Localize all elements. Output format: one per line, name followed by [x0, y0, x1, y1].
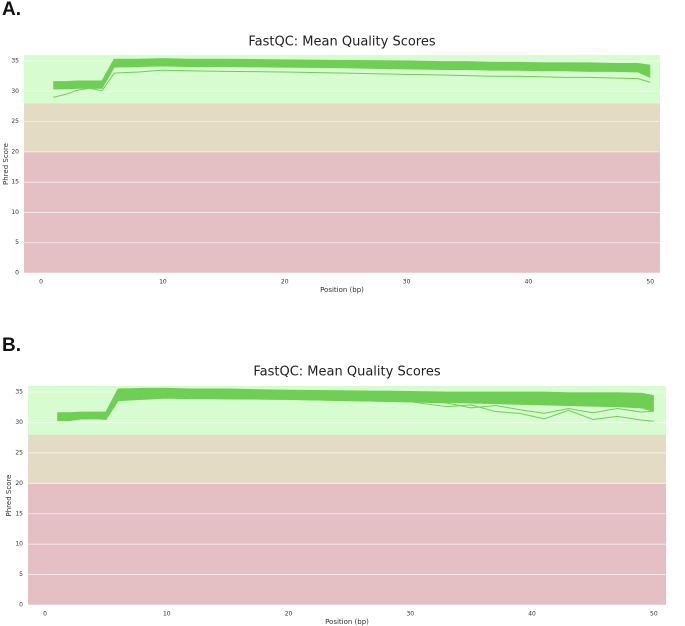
x-axis-label: Position (bp): [325, 618, 369, 626]
x-tick-label: 50: [646, 279, 654, 286]
quality-zone: [24, 103, 660, 152]
x-tick-label: 40: [528, 611, 536, 618]
x-tick-label: 20: [285, 611, 293, 618]
y-tick-label: 5: [19, 571, 23, 578]
y-tick-label: 30: [11, 88, 19, 95]
panel-label: A.: [2, 0, 21, 20]
y-tick-label: 10: [15, 541, 23, 548]
x-tick-label: 10: [159, 279, 167, 286]
y-tick-label: 0: [15, 270, 19, 277]
band-fill: [57, 388, 654, 420]
x-tick-label: 40: [525, 279, 533, 286]
x-tick-label: 50: [650, 611, 658, 618]
series-line: [53, 65, 651, 90]
x-axis-label: Position (bp): [320, 286, 364, 294]
series-line: [53, 58, 651, 83]
y-tick-label: 30: [15, 419, 23, 426]
y-tick-label: 15: [11, 179, 19, 186]
y-tick-label: 35: [15, 389, 23, 396]
quality-zone: [28, 434, 666, 484]
x-tick-label: 0: [43, 611, 47, 618]
y-tick-label: 35: [11, 58, 19, 65]
x-tick-label: 0: [39, 279, 43, 286]
y-tick-label: 20: [15, 480, 23, 487]
x-tick-label: 30: [403, 279, 411, 286]
x-tick-label: 20: [281, 279, 289, 286]
chart-title: FastQC: Mean Quality Scores: [248, 35, 435, 50]
y-tick-label: 10: [11, 209, 19, 216]
y-tick-label: 15: [15, 510, 23, 517]
series-line: [57, 387, 654, 414]
panel-label: B.: [2, 335, 21, 356]
series-line: [53, 69, 651, 98]
y-axis-label: Phred Score: [5, 475, 13, 517]
y-tick-label: 25: [11, 118, 19, 125]
series-line: [57, 397, 654, 421]
y-tick-label: 5: [15, 239, 19, 246]
y-axis-label: Phred Score: [2, 143, 10, 185]
y-tick-label: 20: [11, 148, 19, 155]
chart-title: FastQC: Mean Quality Scores: [253, 365, 440, 380]
x-tick-label: 10: [163, 611, 171, 618]
y-tick-label: 25: [15, 449, 23, 456]
y-tick-label: 0: [19, 602, 23, 609]
x-tick-label: 30: [406, 611, 414, 618]
